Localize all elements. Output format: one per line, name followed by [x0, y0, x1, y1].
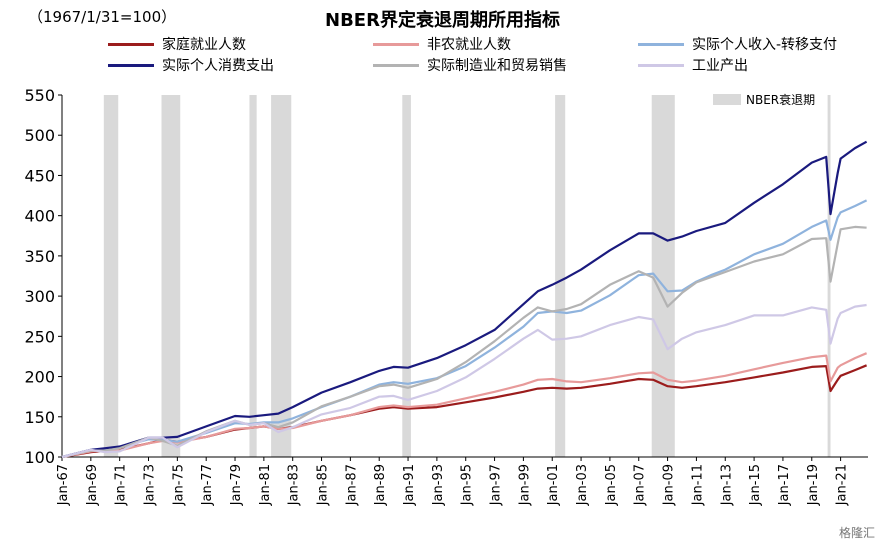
legend-label: 实际个人消费支出	[162, 58, 274, 74]
series-line	[61, 303, 867, 459]
x-tick-label: Jan-15	[748, 464, 763, 506]
legend-label: 实际个人收入-转移支付	[692, 37, 838, 53]
legend-swatch	[638, 63, 684, 67]
recession-band	[161, 95, 181, 457]
y-tick-label: 100	[24, 448, 55, 467]
x-tick-label: Jan-89	[373, 464, 388, 506]
legend-swatch	[638, 42, 684, 46]
series-line	[61, 140, 868, 459]
x-tick-label: Jan-03	[575, 464, 590, 506]
legend-swatch	[373, 63, 419, 67]
legend-label: 工业产出	[692, 58, 748, 74]
x-tick-label: Jan-91	[402, 464, 417, 506]
legend-item: 实际个人消费支出	[108, 55, 274, 75]
x-tick-label: Jan-69	[85, 464, 100, 506]
legend-swatch	[108, 42, 154, 46]
recession-band	[651, 95, 675, 457]
x-tick-label: Jan-13	[719, 464, 734, 506]
x-tick-label: Jan-85	[316, 464, 331, 506]
recession-band	[271, 95, 292, 457]
x-tick-label: Jan-67	[56, 464, 71, 506]
legend-item: 实际制造业和贸易销售	[373, 55, 567, 75]
y-tick-label: 300	[24, 287, 55, 306]
x-tick-label: Jan-97	[489, 464, 504, 506]
recession-legend-label: NBER衰退期	[746, 92, 815, 107]
x-tick-label: Jan-95	[460, 464, 475, 506]
x-tick-label: Jan-21	[835, 464, 850, 506]
x-tick-label: Jan-19	[806, 464, 821, 506]
series-line	[61, 352, 868, 459]
legend-swatch	[108, 63, 154, 67]
x-tick-label: Jan-73	[143, 464, 158, 506]
legend-item: 非农就业人数	[373, 34, 511, 54]
recession-band	[249, 95, 257, 457]
recession-legend-swatch	[713, 94, 741, 105]
legend-label: 家庭就业人数	[162, 37, 246, 53]
y-tick-label: 200	[24, 368, 55, 387]
y-tick-label: 450	[24, 166, 55, 185]
x-tick-label: Jan-87	[344, 464, 359, 506]
x-tick-label: Jan-17	[777, 464, 792, 506]
chart-title: NBER界定衰退周期所用指标	[325, 10, 560, 31]
watermark-logo: 格隆汇	[838, 526, 875, 540]
x-tick-label: Jan-81	[258, 464, 273, 506]
x-tick-label: Jan-75	[171, 464, 186, 506]
series-line	[61, 199, 868, 459]
x-tick-label: Jan-07	[633, 464, 648, 506]
x-tick-label: Jan-77	[200, 464, 215, 506]
y-tick-label: 350	[24, 247, 55, 266]
legend-label: 实际制造业和贸易销售	[427, 58, 567, 74]
series-line	[61, 225, 867, 459]
chart-subtitle: （1967/1/31=100）	[28, 8, 177, 26]
legend-item: 家庭就业人数	[108, 34, 246, 54]
y-tick-label: 250	[24, 327, 55, 346]
y-tick-label: 550	[24, 86, 55, 105]
recession-band	[103, 95, 119, 457]
y-tick-label: 400	[24, 207, 55, 226]
x-tick-label: Jan-71	[114, 464, 129, 506]
x-tick-label: Jan-01	[546, 464, 561, 506]
y-tick-label: 150	[24, 408, 55, 427]
x-tick-label: Jan-11	[690, 464, 705, 506]
legend-label: 非农就业人数	[427, 37, 511, 53]
legend-swatch	[373, 42, 419, 46]
recession-band	[402, 95, 411, 457]
x-tick-label: Jan-05	[604, 464, 619, 506]
x-tick-label: Jan-83	[287, 464, 302, 506]
x-tick-label: Jan-09	[662, 464, 677, 506]
x-tick-label: Jan-79	[229, 464, 244, 506]
y-tick-label: 500	[24, 126, 55, 145]
legend-item: 工业产出	[638, 55, 748, 75]
recession-band	[555, 95, 566, 457]
legend-item: 实际个人收入-转移支付	[638, 34, 837, 54]
x-tick-label: Jan-93	[431, 464, 446, 506]
x-tick-label: Jan-99	[517, 464, 532, 506]
